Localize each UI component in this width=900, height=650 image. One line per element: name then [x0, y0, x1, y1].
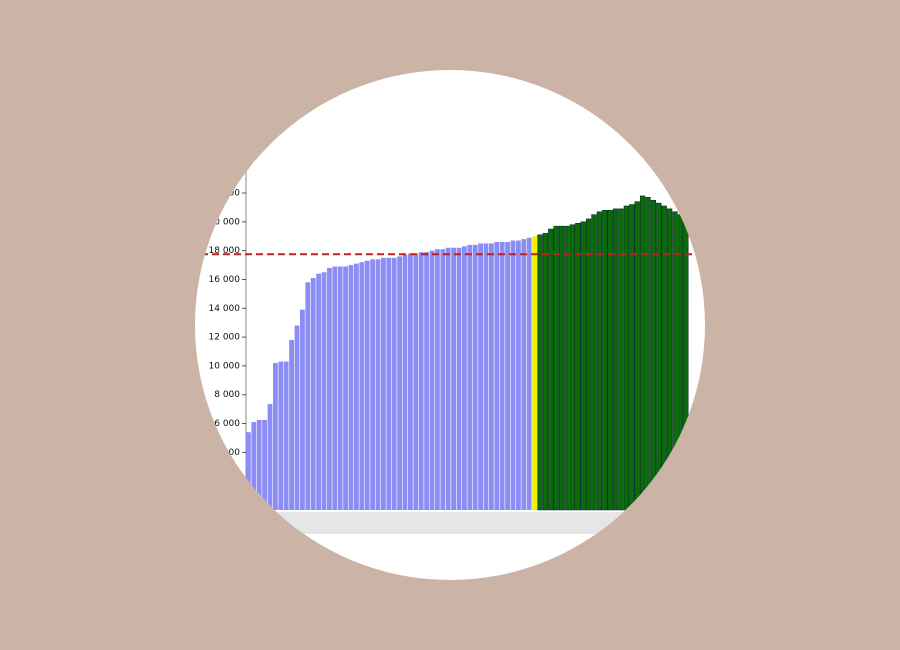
y-tick-label: 20 000 — [209, 217, 241, 227]
bar — [521, 239, 527, 511]
bar — [483, 243, 489, 510]
bar — [332, 266, 338, 510]
bar — [585, 218, 592, 511]
bar — [596, 211, 603, 511]
bar — [435, 249, 440, 511]
bar — [354, 263, 359, 510]
bar — [537, 234, 543, 511]
bar — [327, 267, 332, 510]
bar — [424, 252, 429, 510]
bar — [343, 266, 348, 510]
bar — [289, 339, 294, 510]
bar — [370, 259, 375, 510]
bar — [316, 273, 321, 510]
bar — [364, 260, 370, 510]
bar — [251, 422, 257, 510]
y-tick-label: 18 000 — [209, 246, 241, 256]
bar — [402, 254, 408, 510]
bar — [607, 210, 613, 511]
bar — [246, 432, 251, 510]
y-tick-label: 10 000 — [209, 361, 241, 371]
bar — [294, 325, 300, 510]
bar — [505, 241, 510, 510]
bar — [650, 199, 657, 511]
bar — [510, 240, 516, 511]
bar — [445, 247, 451, 510]
bar — [310, 278, 316, 510]
bar — [575, 223, 581, 511]
bar — [645, 197, 651, 511]
bar — [494, 241, 500, 510]
x-label-strip — [246, 512, 696, 534]
bar — [413, 253, 419, 510]
bar — [408, 253, 413, 510]
bar — [451, 247, 456, 510]
bar — [283, 361, 289, 510]
bar — [256, 419, 262, 510]
bar — [456, 247, 462, 510]
bar — [337, 266, 343, 510]
bar — [548, 228, 554, 511]
bar — [359, 262, 365, 510]
bar — [391, 257, 397, 510]
bar — [618, 208, 624, 511]
y-tick-label: 14 000 — [209, 304, 241, 314]
bar — [305, 282, 311, 510]
bar — [278, 361, 284, 510]
y-tick-label: 16 000 — [209, 275, 241, 285]
bar — [532, 236, 537, 510]
bar — [478, 243, 483, 510]
bar — [267, 404, 273, 510]
bar — [602, 210, 608, 511]
bar — [564, 225, 570, 511]
bar — [591, 214, 597, 511]
y-tick-label: 8 000 — [214, 390, 240, 400]
bar — [569, 224, 576, 511]
bar — [623, 205, 630, 511]
bar — [467, 244, 473, 510]
bar — [397, 256, 402, 510]
bar — [386, 257, 392, 510]
bar — [462, 246, 467, 510]
bar — [348, 265, 354, 510]
bar — [418, 252, 424, 510]
y-tick-label: 12 000 — [209, 333, 241, 343]
bar — [629, 204, 635, 511]
bar — [440, 249, 446, 511]
bar — [300, 309, 305, 510]
bar — [612, 208, 619, 511]
bar — [558, 225, 565, 511]
bar — [472, 244, 478, 510]
bar — [499, 241, 505, 510]
bar — [656, 202, 662, 511]
bar — [526, 237, 532, 510]
bar — [516, 240, 521, 511]
bar — [375, 259, 381, 510]
bar — [489, 243, 494, 510]
bar — [634, 201, 640, 511]
bar — [321, 272, 327, 510]
bar — [262, 419, 267, 510]
bar — [273, 363, 278, 510]
bar — [639, 195, 646, 511]
y-tick-label: 6 000 — [214, 419, 240, 429]
bar — [429, 250, 435, 511]
bar — [381, 257, 386, 510]
bar — [553, 225, 559, 511]
bar — [542, 233, 549, 511]
bar — [580, 221, 586, 511]
